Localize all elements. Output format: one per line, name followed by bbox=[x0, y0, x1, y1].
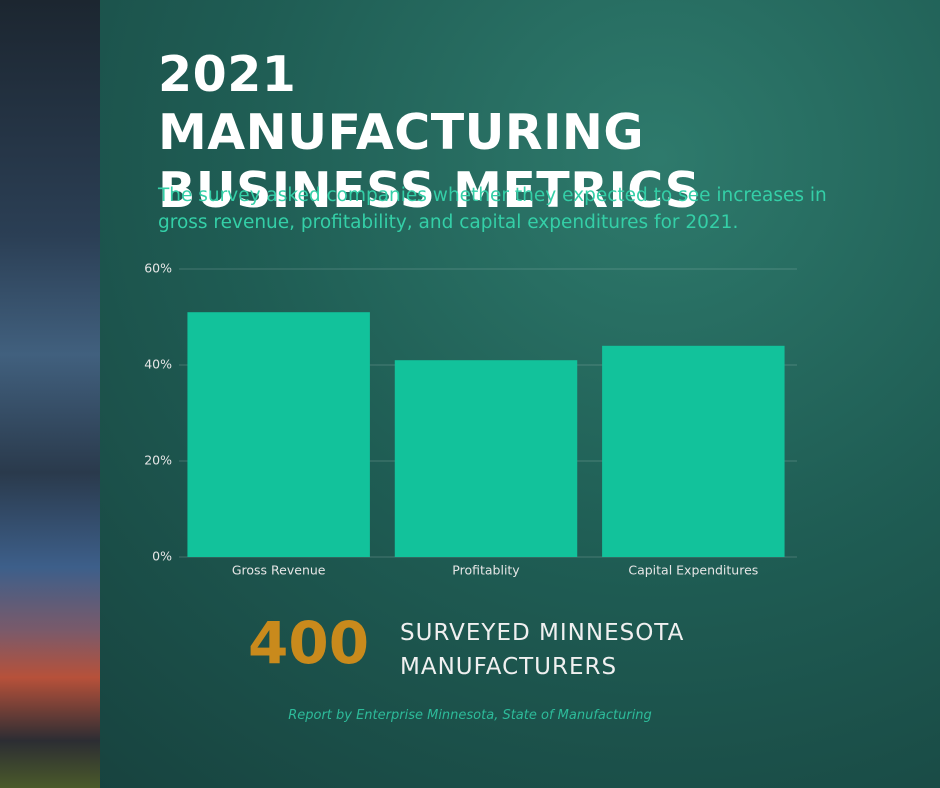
y-tick-label: 40% bbox=[144, 357, 172, 372]
y-tick-label: 60% bbox=[144, 261, 172, 276]
x-tick-label: Profitablity bbox=[452, 563, 520, 578]
callout-number: 400 bbox=[248, 609, 370, 677]
bar bbox=[187, 312, 370, 557]
bar bbox=[394, 360, 578, 557]
chart-subtitle: The survey asked companies whether they … bbox=[158, 185, 827, 233]
bar bbox=[602, 345, 785, 557]
y-tick-label: 0% bbox=[152, 549, 172, 564]
x-tick-label: Gross Revenue bbox=[232, 563, 326, 578]
x-tick-label: Capital Expenditures bbox=[628, 563, 758, 578]
chart-title: 2021 MANUFACTURING BUSINESS METRICS bbox=[158, 46, 701, 219]
y-tick-label: 20% bbox=[144, 453, 172, 468]
source-note: Report by Enterprise Minnesota, State of… bbox=[288, 708, 652, 723]
background-image bbox=[0, 0, 100, 788]
callout-label: SURVEYED MINNESOTA MANUFACTURERS bbox=[400, 620, 685, 680]
